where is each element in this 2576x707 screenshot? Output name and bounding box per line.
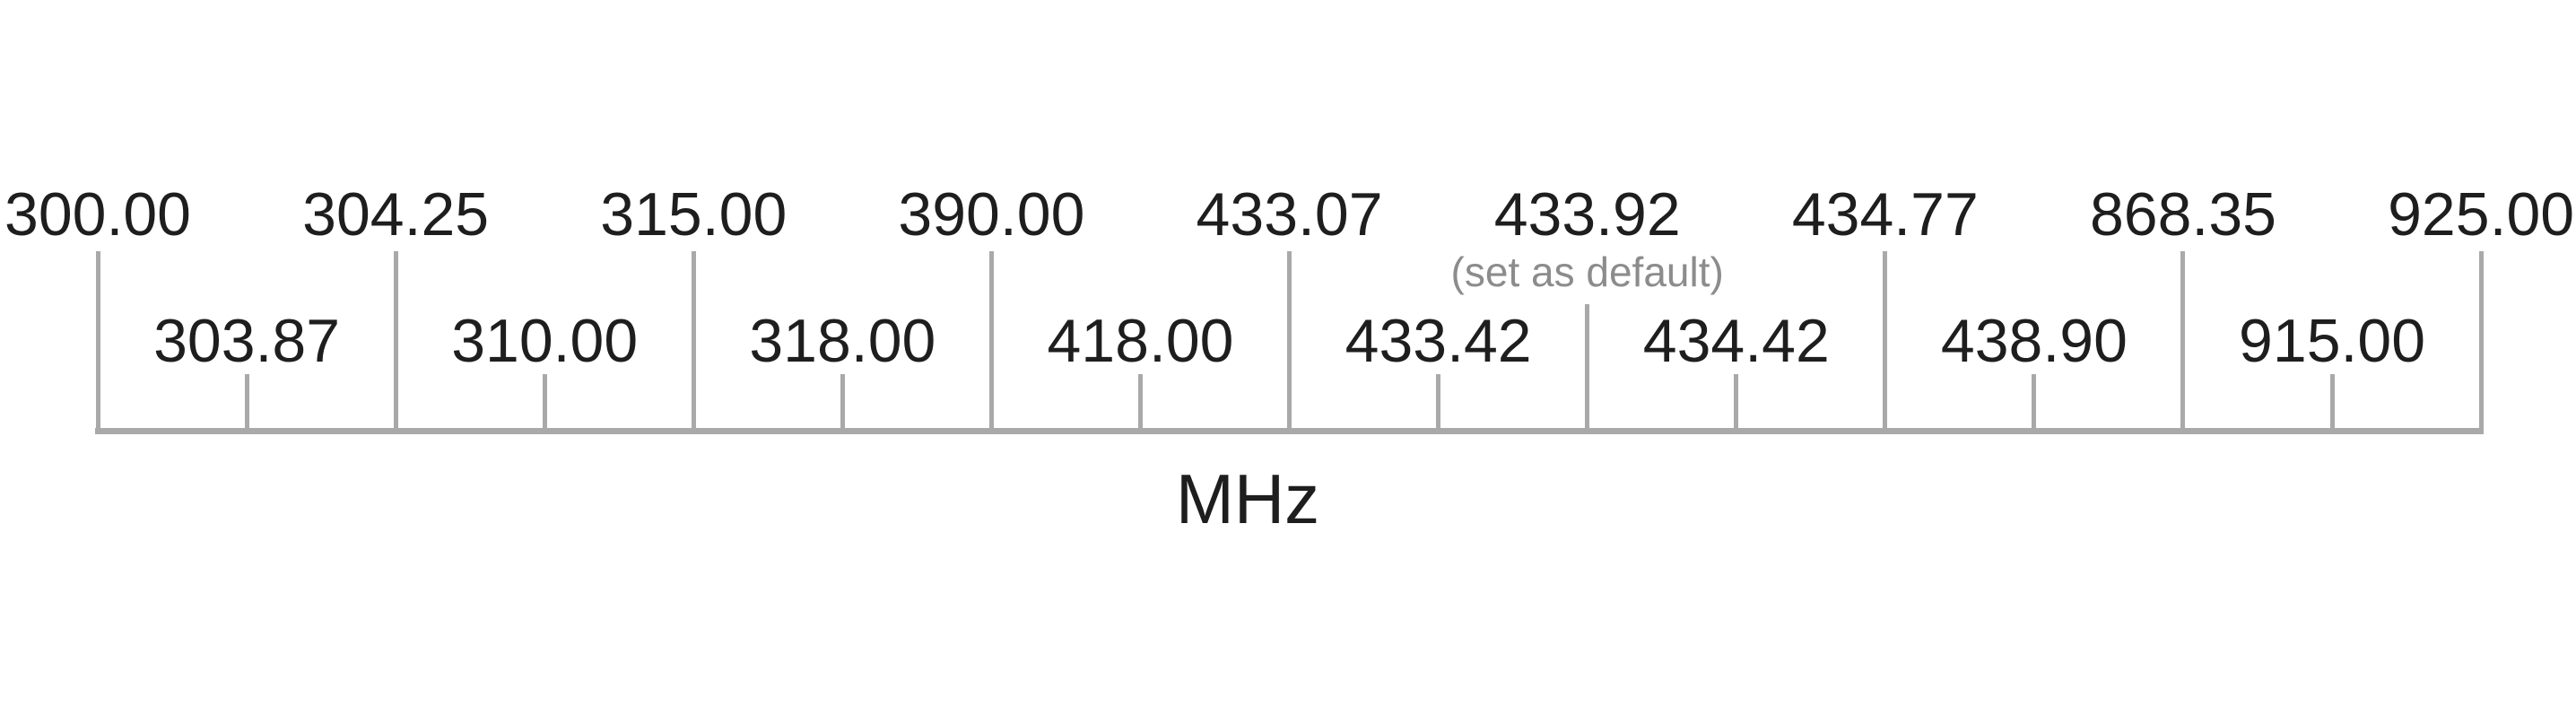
frequency-label-390.00: 390.00 — [898, 180, 1085, 249]
tick-438.90 — [2032, 374, 2037, 428]
tick-303.87 — [244, 374, 249, 428]
frequency-label-434.77: 434.77 — [1791, 180, 1979, 249]
axis-baseline — [95, 428, 2484, 434]
frequency-label-318.00: 318.00 — [749, 307, 936, 375]
frequency-label-315.00: 315.00 — [600, 180, 788, 249]
tick-318.00 — [840, 374, 845, 428]
frequency-label-925.00: 925.00 — [2388, 180, 2575, 249]
frequency-label-418.00: 418.00 — [1047, 307, 1234, 375]
tick-315.00 — [691, 251, 696, 428]
frequency-label-438.90: 438.90 — [1940, 307, 2128, 375]
tick-418.00 — [1137, 374, 1143, 428]
tick-390.00 — [988, 251, 994, 428]
default-annotation: (set as default) — [1450, 249, 1724, 295]
frequency-label-300.00: 300.00 — [4, 180, 191, 249]
frequency-label-433.42: 433.42 — [1345, 307, 1532, 375]
tick-300.00 — [95, 251, 100, 428]
tick-310.00 — [542, 374, 547, 428]
axis-unit-label: MHz — [1175, 459, 1320, 538]
tick-304.25 — [393, 251, 398, 428]
tick-868.35 — [2180, 251, 2186, 428]
frequency-label-303.87: 303.87 — [153, 307, 341, 375]
frequency-label-915.00: 915.00 — [2239, 307, 2426, 375]
frequency-label-434.42: 434.42 — [1642, 307, 1830, 375]
tick-925.00 — [2478, 251, 2484, 428]
frequency-label-310.00: 310.00 — [451, 307, 639, 375]
frequency-label-868.35: 868.35 — [2089, 180, 2276, 249]
tick-433.07 — [1287, 251, 1292, 428]
frequency-label-433.92: 433.92 — [1493, 180, 1681, 249]
frequency-label-304.25: 304.25 — [302, 180, 490, 249]
tick-433.42 — [1436, 374, 1441, 428]
tick-915.00 — [2329, 374, 2335, 428]
tick-433.92 — [1585, 304, 1590, 428]
tick-434.42 — [1734, 374, 1739, 428]
frequency-label-433.07: 433.07 — [1196, 180, 1383, 249]
tick-434.77 — [1883, 251, 1888, 428]
